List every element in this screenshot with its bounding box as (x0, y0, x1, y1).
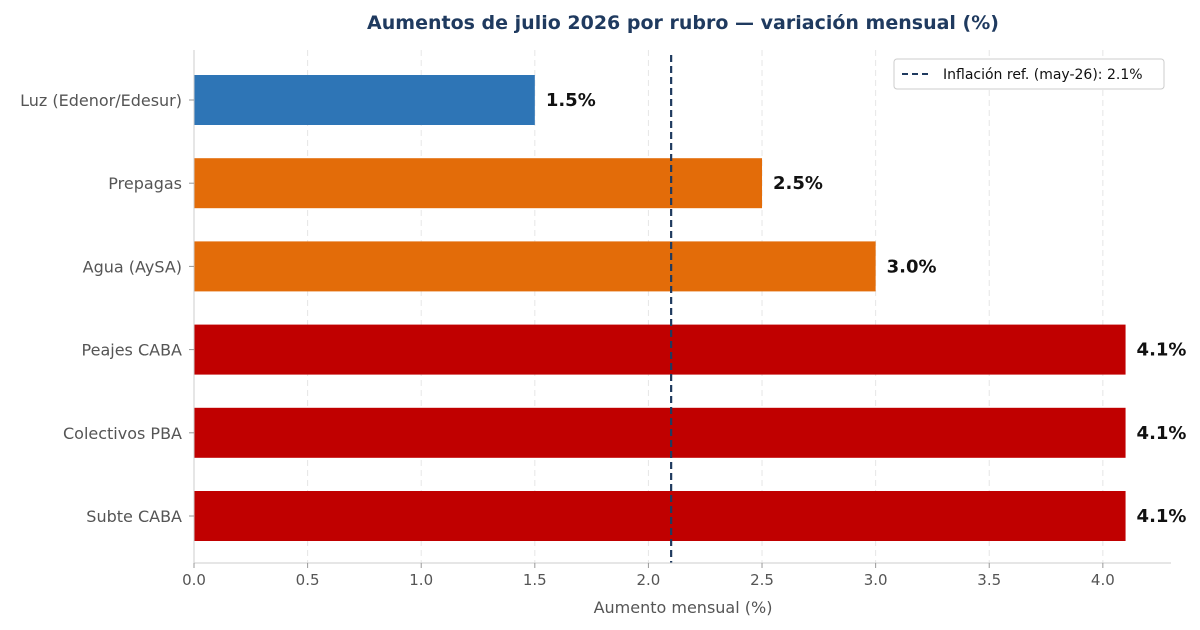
legend-box (893, 58, 1165, 90)
category-label: Agua (AySA) (83, 257, 182, 276)
bar-value-label: 3.0% (887, 256, 937, 277)
bars (194, 75, 1126, 541)
legend: Inflación ref. (may-26): 2.1% (893, 58, 1165, 90)
axes (193, 50, 1171, 564)
x-tick-labels: 0.0 0.5 1.0 1.5 2.0 2.5 3.0 3.5 4.0 (182, 563, 1115, 589)
bar-value-label: 1.5% (546, 90, 596, 111)
category-label: Colectivos PBA (63, 424, 182, 443)
bar (194, 491, 1126, 541)
category-label: Luz (Edenor/Edesur) (20, 91, 182, 110)
bar (194, 75, 535, 125)
bar (194, 324, 1126, 375)
bar-value-label: 4.1% (1137, 423, 1187, 444)
bar-value-label: 2.5% (773, 173, 823, 194)
category-label: Peajes CABA (82, 341, 183, 360)
chart-title: Aumentos de julio 2026 por rubro — varia… (367, 12, 999, 34)
x-tick-label: 3.5 (977, 571, 1001, 589)
x-tick-label: 1.0 (409, 571, 433, 589)
bar-value-label: 4.1% (1137, 340, 1187, 361)
x-tick-label: 0.5 (296, 571, 320, 589)
x-tick-label: 1.5 (523, 571, 547, 589)
bar (194, 158, 763, 209)
category-labels: Luz (Edenor/Edesur) Prepagas Agua (AySA) Pe… (20, 91, 194, 526)
category-label: Prepagas (108, 174, 182, 193)
legend-entry-reference: Inflación ref. (may-26): 2.1% (943, 67, 1143, 83)
bar-value-label: 4.1% (1137, 506, 1187, 527)
x-tick-label: 4.0 (1091, 571, 1115, 589)
category-label: Subte CABA (86, 507, 182, 526)
bar (194, 407, 1126, 458)
x-tick-label: 2.5 (750, 571, 774, 589)
x-axis-label: Aumento mensual (%) (594, 598, 773, 617)
x-tick-label: 2.0 (636, 571, 660, 589)
bar (194, 241, 876, 292)
x-tick-label: 3.0 (864, 571, 888, 589)
value-labels: 1.5% 2.5% 3.0% 4.1% 4.1% 4.1% (546, 90, 1187, 527)
x-tick-label: 0.0 (182, 571, 206, 589)
gridlines (193, 50, 1104, 563)
